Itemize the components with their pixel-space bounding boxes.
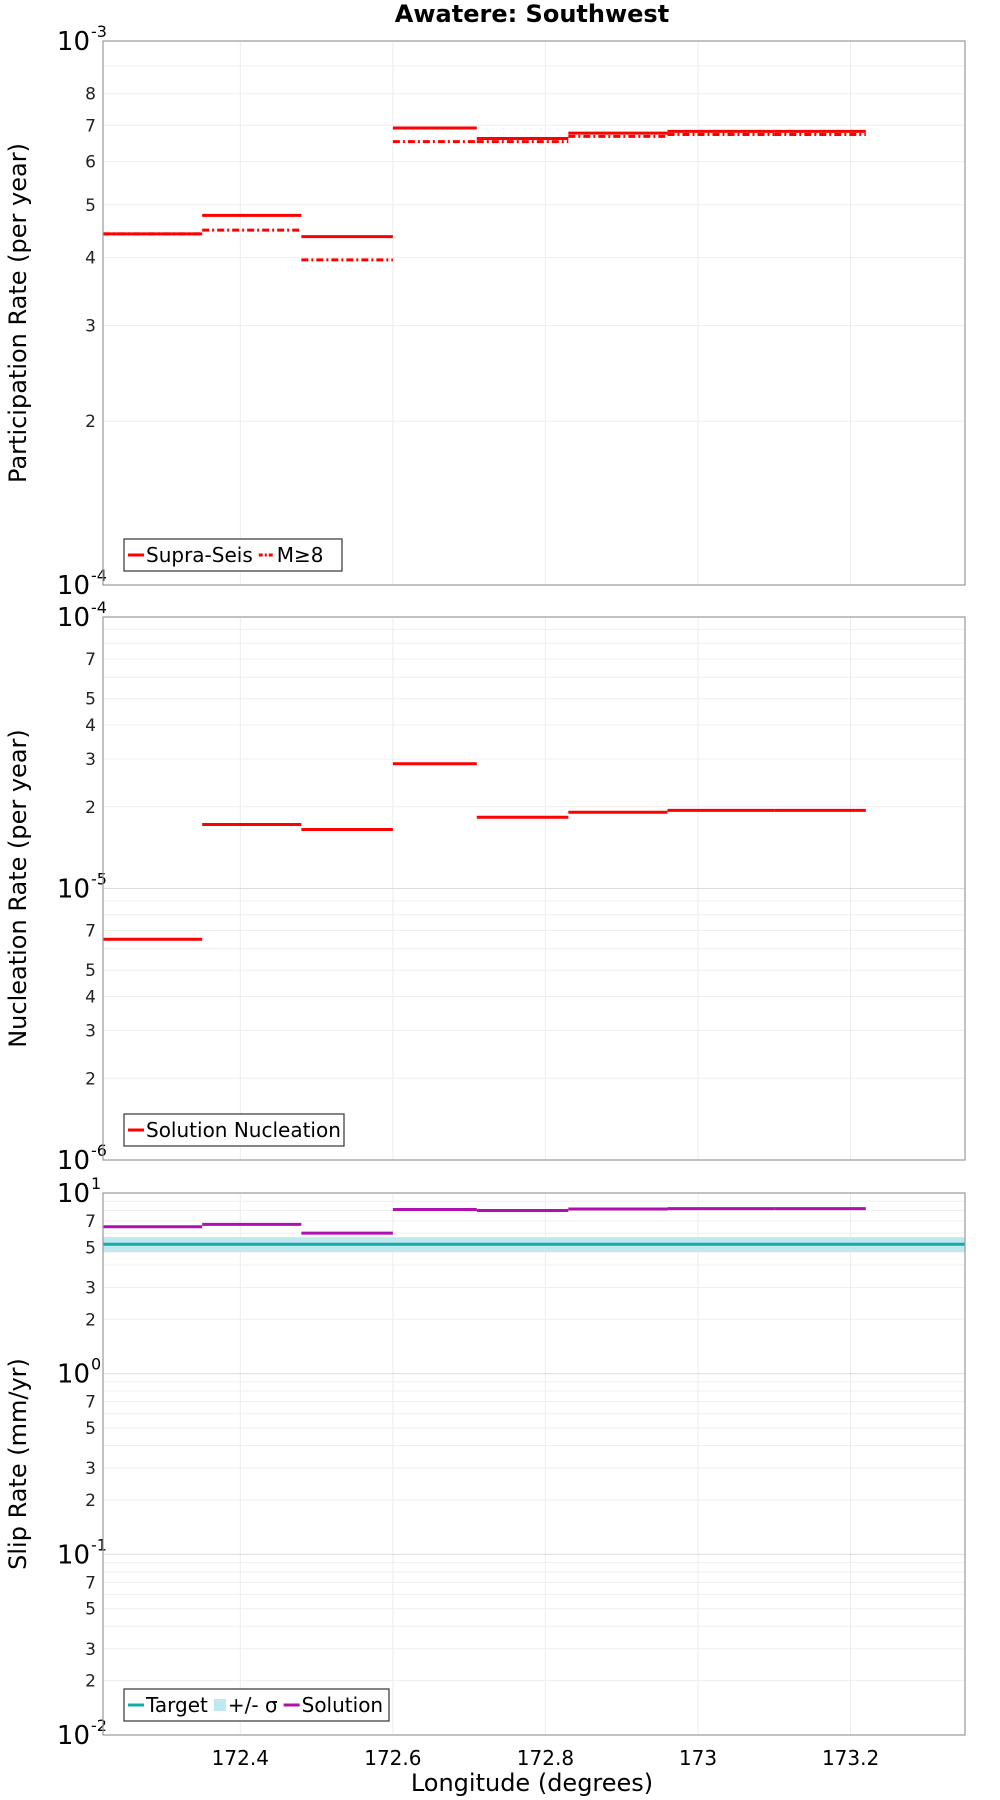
y-minor-tick-label: 2: [85, 1491, 96, 1511]
y-major-tick-base: 10: [57, 1721, 90, 1751]
legend-box: [123, 1113, 345, 1147]
chart-title: Awatere: Southwest: [395, 0, 669, 28]
plot-frame: [102, 616, 966, 1161]
series-solution-nucleation: [103, 762, 866, 941]
y-major-tick-base: 10: [57, 1360, 90, 1390]
y-major-tick-exponent: -3: [91, 22, 107, 41]
x-tick-label: 173: [679, 1746, 717, 1770]
y-major-tick-exponent: -2: [91, 1716, 107, 1735]
y-minor-tick-label: 8: [85, 85, 96, 105]
y-major-tick-base: 10: [57, 1146, 90, 1176]
y-major-tick-base: 10: [57, 603, 90, 633]
y-minor-tick-label: 6: [85, 153, 96, 173]
legend-box: [123, 538, 343, 572]
y-minor-tick-label: 2: [85, 1672, 96, 1692]
y-minor-tick-label: 2: [85, 798, 96, 818]
x-tick-label: 172.8: [517, 1746, 574, 1770]
y-minor-tick-label: 7: [85, 922, 96, 942]
legend-label: Solution: [302, 1693, 383, 1717]
y-axis-label: Participation Rate (per year): [4, 143, 32, 483]
legend: Target +/- σ Solution: [123, 1688, 390, 1722]
y-minor-tick-label: 7: [85, 1212, 96, 1232]
y-major-tick-base: 10: [57, 1179, 90, 1209]
y-minor-tick-label: 5: [85, 1600, 96, 1620]
legend-label: +/- σ: [228, 1693, 278, 1717]
legend: Solution Nucleation: [123, 1113, 345, 1147]
y-major-tick-base: 10: [57, 27, 90, 57]
y-major-tick-exponent: -1: [91, 1535, 107, 1554]
legend-label: Supra-Seis: [146, 543, 253, 567]
y-major-tick-base: 10: [57, 571, 90, 601]
y-minor-tick-label: 3: [85, 750, 96, 770]
y-minor-tick-label: 5: [85, 690, 96, 710]
y-minor-tick-label: 5: [85, 1419, 96, 1439]
x-axis-label: Longitude (degrees): [411, 1769, 653, 1797]
y-minor-tick-label: 5: [85, 1238, 96, 1258]
x-tick-label: 172.4: [212, 1746, 269, 1770]
y-axis-label: Slip Rate (mm/yr): [4, 1358, 32, 1570]
legend-label: Target: [145, 1693, 208, 1717]
y-minor-tick-label: 4: [85, 716, 96, 736]
y-minor-tick-label: 5: [85, 961, 96, 981]
legend: Supra-Seis M≥8: [123, 538, 343, 572]
y-minor-tick-label: 2: [85, 1310, 96, 1330]
y-major-tick-exponent: -5: [91, 870, 107, 889]
y-minor-tick-label: 3: [85, 1021, 96, 1041]
y-minor-tick-label: 3: [85, 1278, 96, 1298]
y-major-tick-base: 10: [57, 1540, 90, 1570]
y-minor-tick-label: 7: [85, 1393, 96, 1413]
legend-swatch: [213, 1699, 226, 1711]
series-supra-seis: [103, 126, 866, 239]
y-axis-label: Nucleation Rate (per year): [4, 729, 32, 1048]
legend-label: Solution Nucleation: [146, 1118, 341, 1142]
y-major-tick-exponent: 0: [91, 1355, 101, 1374]
y-minor-tick-label: 4: [85, 248, 96, 268]
y-major-tick-exponent: 1: [91, 1174, 101, 1193]
x-tick-label: 173.2: [822, 1746, 879, 1770]
series-solution: [103, 1207, 866, 1235]
y-minor-tick-label: 3: [85, 1459, 96, 1479]
y-minor-tick-label: 2: [85, 412, 96, 432]
series-m-8: [103, 133, 866, 262]
y-major-tick-base: 10: [57, 875, 90, 905]
y-major-tick-exponent: -6: [91, 1141, 107, 1160]
plot-frame: [102, 1192, 966, 1736]
x-tick-label: 172.6: [364, 1746, 421, 1770]
y-major-tick-exponent: -4: [91, 598, 107, 617]
y-minor-tick-label: 7: [85, 116, 96, 136]
y-minor-tick-label: 2: [85, 1069, 96, 1089]
y-minor-tick-label: 3: [85, 316, 96, 336]
plot-frame: [102, 40, 966, 586]
y-minor-tick-label: 4: [85, 988, 96, 1008]
legend-label: M≥8: [277, 543, 324, 567]
y-major-tick-exponent: -4: [91, 566, 107, 585]
y-minor-tick-label: 7: [85, 1573, 96, 1593]
y-minor-tick-label: 7: [85, 650, 96, 670]
legend-box: [123, 1688, 390, 1722]
y-minor-tick-label: 3: [85, 1640, 96, 1660]
y-minor-tick-label: 5: [85, 196, 96, 216]
